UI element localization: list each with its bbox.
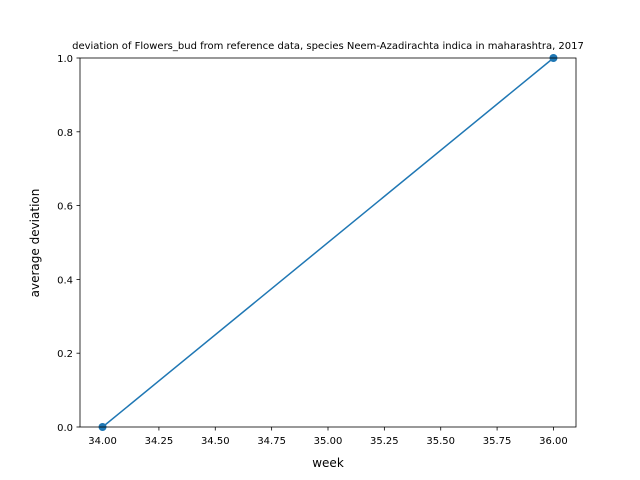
x-tick-label: 34.25	[145, 436, 174, 447]
y-tick-label: 0.2	[57, 349, 73, 360]
chart-title: deviation of Flowers_bud from reference …	[72, 41, 584, 52]
x-tick-label: 34.75	[257, 436, 286, 447]
x-tick-label: 35.00	[314, 436, 343, 447]
series-layer	[79, 54, 577, 431]
axes-frame	[79, 57, 577, 428]
y-axis-ticks: 0.0 0.2 0.4 0.6 0.8 1.0	[57, 54, 80, 434]
x-tick-label: 34.00	[88, 436, 117, 447]
x-tick-label: 35.50	[426, 436, 455, 447]
x-tick-label: 35.25	[370, 436, 399, 447]
x-tick-label: 36.00	[539, 436, 568, 447]
y-tick-label: 1.0	[57, 54, 73, 65]
x-axis-label: week	[312, 456, 344, 470]
series-line	[102, 57, 554, 428]
y-tick-label: 0.8	[57, 128, 73, 139]
x-tick-label: 34.50	[201, 436, 230, 447]
y-axis-label: average deviation	[28, 189, 42, 298]
y-tick-label: 0.6	[57, 202, 73, 213]
y-tick-label: 0.4	[57, 275, 73, 286]
x-tick-label: 35.75	[483, 436, 512, 447]
y-tick-label: 0.0	[57, 423, 73, 434]
x-axis-ticks: 34.00 34.25 34.50 34.75 35.00 35.25 35.50 35.75…	[88, 427, 568, 447]
